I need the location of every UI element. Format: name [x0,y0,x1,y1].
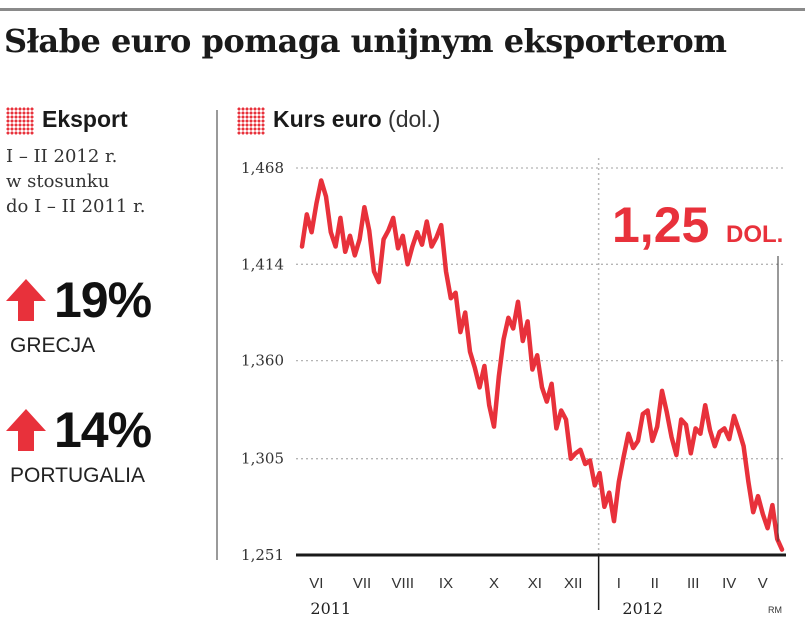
y-tick-label: 1,468 [241,159,284,177]
x-tick-label: V [758,575,768,592]
year-label: 2012 [622,599,663,618]
arrow-up-icon [6,279,46,321]
period-line: do I – II 2011 r. [6,196,146,217]
x-tick-label: II [651,575,659,592]
export-period: I – II 2012 r. w stosunku do I – II 2011… [6,144,145,219]
stat-country: PORTUGALIA [10,464,145,487]
credit: RM [768,605,782,615]
arrow-up-icon [6,409,46,451]
x-tick-label: X [489,575,499,592]
dot-grid-icon [6,106,34,135]
x-tick-label: IX [439,575,453,592]
stat-portugal: 14% PORTUGALIA [4,402,152,488]
x-tick-label: III [687,575,700,592]
x-tick-label: VII [353,575,371,592]
y-tick-label: 1,360 [241,352,284,370]
export-heading-label: Eksport [42,106,128,132]
x-tick-label: IV [722,575,736,592]
x-tick-label: I [617,575,621,592]
x-tick-label: VIII [392,575,415,592]
series-line-eurusd [299,178,785,552]
year-label: 2011 [310,599,351,618]
panel-divider [216,110,218,560]
chart-heading-label: Kurs euro [273,106,382,132]
chart-heading: Kurs euro (dol.) [237,106,440,135]
headline: Słabe euro pomaga unijnym eksporterom [4,22,727,60]
period-line: w stosunku [6,171,110,192]
top-rule [0,8,805,11]
export-heading: Eksport [6,106,128,135]
x-tick-label: XI [528,575,542,592]
stat-value: 19% [54,272,152,328]
stat-greece: 19% GRECJA [4,272,152,358]
y-tick-label: 1,305 [241,450,284,468]
y-tick-label: 1,414 [241,255,284,273]
callout-value: 1,25 [612,197,709,253]
x-tick-label: VI [309,575,323,592]
x-tick-label: XII [564,575,582,592]
chart-unit: (dol.) [388,106,441,132]
y-tick-label: 1,251 [241,546,284,564]
callout-unit: DOL. [726,221,783,248]
stat-value: 14% [54,402,152,458]
dot-grid-icon [237,106,265,135]
period-line: I – II 2012 r. [6,146,118,167]
stat-country: GRECJA [10,334,96,357]
